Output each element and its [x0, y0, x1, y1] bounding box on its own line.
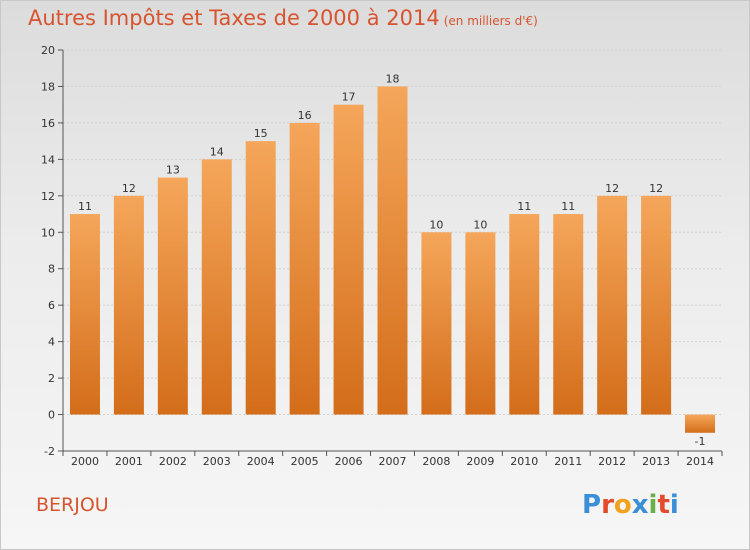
data-label: 17 [342, 91, 356, 104]
logo-letter: t [657, 490, 670, 520]
bar-2014 [685, 414, 716, 433]
y-tick-label: -2 [44, 445, 55, 458]
y-tick-label: 14 [41, 153, 55, 166]
x-tick-label: 2012 [598, 455, 626, 468]
data-label: 10 [429, 218, 443, 231]
y-tick-label: 20 [41, 44, 55, 57]
y-tick-label: 12 [41, 190, 55, 203]
logo-letter: o [613, 490, 632, 520]
chart-title-text: Autres Impôts et Taxes de 2000 à 2014 [28, 6, 440, 30]
data-label: 10 [473, 218, 487, 231]
logo-letter: i [648, 490, 658, 520]
y-tick-label: 2 [48, 372, 55, 385]
chart-subtitle: (en milliers d'€) [443, 14, 538, 28]
y-tick-label: 4 [48, 336, 55, 349]
data-label: 13 [166, 164, 180, 177]
x-tick-label: 2013 [642, 455, 670, 468]
x-tick-label: 2010 [510, 455, 538, 468]
x-tick-label: 2007 [379, 455, 407, 468]
bar-2011 [553, 214, 584, 415]
x-tick-label: 2005 [291, 455, 319, 468]
axes [62, 50, 722, 452]
y-tick-label: 6 [48, 299, 55, 312]
chart-title: Autres Impôts et Taxes de 2000 à 2014 (en… [28, 6, 538, 30]
bars [69, 86, 716, 433]
x-tick-label: 2003 [203, 455, 231, 468]
bar-2008 [421, 232, 452, 415]
x-tick-label: 2011 [554, 455, 582, 468]
y-tick-label: 18 [41, 80, 55, 93]
bar-2004 [245, 141, 276, 415]
bar-2003 [201, 159, 232, 415]
x-tick-label: 2001 [115, 455, 143, 468]
x-tick-label: 2002 [159, 455, 187, 468]
logo-letter: r [601, 490, 614, 520]
bar-2007 [377, 86, 408, 415]
bar-2012 [597, 195, 628, 415]
x-tick-label: 2008 [422, 455, 450, 468]
bar-2009 [465, 232, 496, 415]
y-tick-label: 0 [48, 409, 55, 422]
y-tick-label: 10 [41, 226, 55, 239]
data-label: 12 [649, 182, 663, 195]
logo-letter: P [582, 490, 602, 520]
data-label: 16 [298, 109, 312, 122]
logo-letter: i [669, 490, 679, 520]
data-label: 18 [386, 72, 400, 85]
data-label: 14 [210, 145, 224, 158]
logo-letter: x [631, 490, 649, 520]
x-tick-label: 2006 [335, 455, 363, 468]
data-label: 11 [517, 200, 531, 213]
data-label: 11 [78, 200, 92, 213]
bar-2000 [69, 214, 100, 415]
commune-name: BERJOU [36, 494, 109, 516]
data-label: -1 [695, 435, 706, 448]
x-tick-label: 2009 [466, 455, 494, 468]
bar-2002 [157, 177, 188, 415]
bar-2005 [289, 122, 320, 415]
data-label: 15 [254, 127, 268, 140]
x-tick-label: 2000 [71, 455, 99, 468]
y-tick-label: 8 [48, 263, 55, 276]
bar-2010 [509, 214, 540, 415]
data-label: 12 [605, 182, 619, 195]
data-label: 11 [561, 200, 575, 213]
x-tick-label: 2014 [686, 455, 714, 468]
bar-2006 [333, 104, 364, 415]
bar-2013 [641, 195, 672, 415]
y-tick-labels: -2 0 2 4 6 8 10 12 14 16 18 20 [41, 44, 55, 458]
data-label: 12 [122, 182, 136, 195]
proxiti-logo[interactable]: Proxiti [582, 490, 679, 520]
y-tick-label: 16 [41, 117, 55, 130]
data-labels: 11 12 13 14 15 16 17 18 10 10 11 11 12 12 -1 [78, 72, 706, 447]
x-tick-label: 2004 [247, 455, 275, 468]
x-tick-labels: 2000 2001 2002 2003 2004 2005 2006 2007 2008 2009… [62, 451, 723, 468]
bar-2001 [113, 195, 144, 415]
